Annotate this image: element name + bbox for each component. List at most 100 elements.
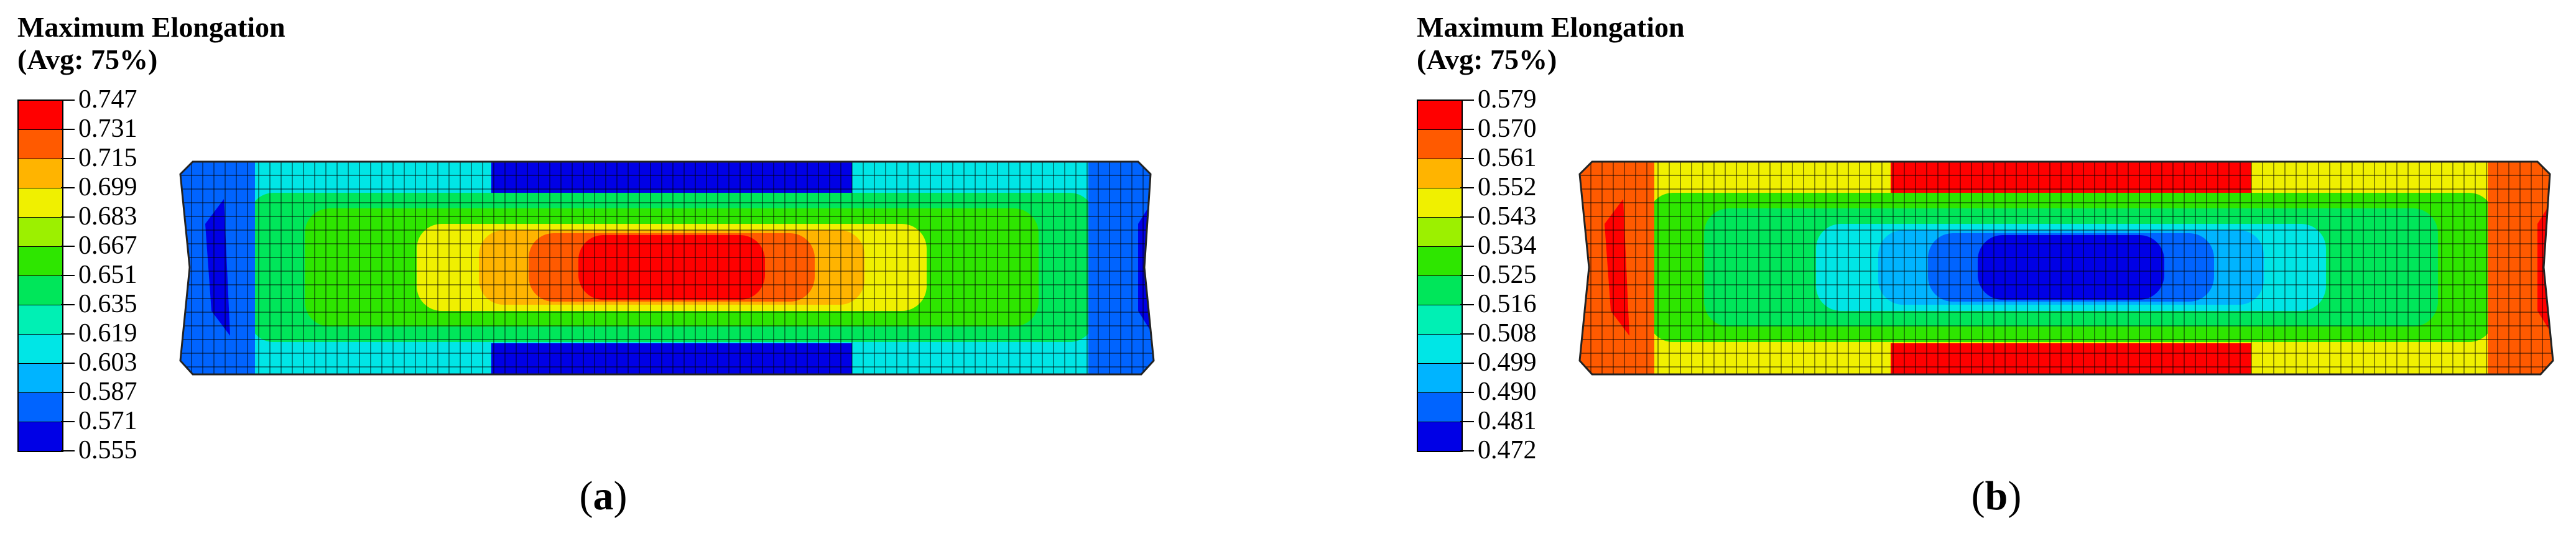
legend-color-swatch	[19, 364, 62, 393]
legend-tick-label: 0.619	[78, 319, 137, 348]
contour-strip-top	[1891, 162, 2251, 193]
caption-b: (b)	[1934, 473, 2059, 520]
legend-color-swatch	[19, 130, 62, 159]
caption-open: (	[579, 473, 593, 519]
panel-a: Maximum Elongation (Avg: 75%) 0.747 0.731…	[17, 11, 1155, 520]
legend-color-swatch	[1418, 101, 1462, 130]
contour-band	[578, 235, 765, 300]
legend-tick-label: 0.651	[78, 261, 137, 289]
contour-end-notch	[1605, 199, 1629, 336]
legend-tick-label: 0.570	[1478, 114, 1537, 143]
legend-color-swatch	[19, 188, 62, 218]
color-legend-bar	[17, 99, 63, 452]
contour-strip-bottom	[491, 343, 852, 374]
legend-title-line1: Maximum Elongation	[17, 11, 285, 43]
legend-color-swatch	[19, 101, 62, 130]
legend-title: Maximum Elongation (Avg: 75%)	[17, 11, 285, 76]
legend-color-swatch	[1418, 364, 1462, 393]
legend-color-swatch	[1418, 393, 1462, 422]
legend-tick-label: 0.747	[78, 85, 137, 114]
legend-tick-label: 0.603	[78, 348, 137, 377]
legend-tick-mark	[61, 333, 75, 335]
legend-tick-mark	[61, 158, 75, 159]
legend-tick-mark	[61, 450, 75, 451]
legend-tick-mark	[61, 363, 75, 364]
legend-color-swatch	[19, 305, 62, 335]
contour-strip-top	[491, 162, 852, 193]
legend-tick-mark	[61, 275, 75, 276]
legend-tick-mark	[61, 99, 75, 101]
legend-color-swatch	[1418, 159, 1462, 188]
legend-tick-mark	[1460, 363, 1474, 364]
legend-tick-label: 0.579	[1478, 85, 1537, 114]
legend-tick-mark	[61, 246, 75, 247]
legend-color-swatch	[1418, 218, 1462, 247]
legend-tick-label: 0.525	[1478, 261, 1537, 289]
caption-open: (	[1971, 473, 1985, 519]
legend-tick-mark	[1460, 333, 1474, 335]
legend-title-line1: Maximum Elongation	[1417, 11, 1685, 43]
legend-tick-mark	[61, 392, 75, 393]
legend-tick-mark	[1460, 421, 1474, 422]
legend-tick-label: 0.555	[78, 436, 137, 465]
contour-strip-bottom	[1891, 343, 2251, 374]
legend-tick-label: 0.561	[1478, 144, 1537, 172]
legend-tick-label: 0.508	[1478, 319, 1537, 348]
legend-tick-mark	[61, 216, 75, 218]
legend-color-swatch	[1418, 422, 1462, 451]
caption-close: )	[2008, 473, 2022, 519]
legend-title-line2: (Avg: 75%)	[17, 44, 158, 75]
legend-color-swatch	[19, 422, 62, 451]
legend-color-swatch	[19, 159, 62, 188]
legend-tick-label: 0.731	[78, 114, 137, 143]
legend-tick-label: 0.516	[1478, 290, 1537, 318]
legend-color-swatch	[19, 276, 62, 305]
legend-tick-mark	[1460, 450, 1474, 451]
legend-tick-mark	[1460, 275, 1474, 276]
legend-tick-label: 0.472	[1478, 436, 1537, 465]
legend-tick-mark	[1460, 129, 1474, 130]
legend-tick-label: 0.667	[78, 231, 137, 260]
legend-tick-label: 0.635	[78, 290, 137, 318]
legend-tick-label: 0.499	[1478, 348, 1537, 377]
legend-title-line2: (Avg: 75%)	[1417, 44, 1557, 75]
legend-color-swatch	[1418, 188, 1462, 218]
legend-tick-mark	[61, 129, 75, 130]
legend-color-swatch	[19, 393, 62, 422]
contour-end-notch	[205, 199, 230, 336]
legend-tick-mark	[1460, 158, 1474, 159]
legend-tick-mark	[1460, 304, 1474, 305]
legend-color-swatch	[1418, 276, 1462, 305]
legend-tick-mark	[1460, 246, 1474, 247]
panel-b: Maximum Elongation (Avg: 75%) 0.579 0.570…	[1399, 0, 2576, 546]
caption-a: (a)	[541, 473, 665, 520]
legend-tick-mark	[1460, 216, 1474, 218]
legend-tick-label: 0.587	[78, 377, 137, 406]
legend-tick-label: 0.481	[1478, 407, 1537, 435]
contour-band	[1978, 235, 2164, 300]
legend-tick-mark	[1460, 99, 1474, 101]
beam-outline	[179, 160, 1155, 376]
fem-contour-plot	[1578, 160, 2554, 376]
legend-title: Maximum Elongation (Avg: 75%)	[1417, 11, 1685, 76]
caption-letter: b	[1985, 473, 2008, 519]
legend-tick-label: 0.683	[78, 202, 137, 231]
legend-color-swatch	[1418, 247, 1462, 276]
legend-color-swatch	[19, 247, 62, 276]
legend-tick-label: 0.552	[1478, 173, 1537, 201]
legend-tick-mark	[1460, 187, 1474, 188]
legend-tick-mark	[61, 421, 75, 422]
legend-tick-label: 0.543	[1478, 202, 1537, 231]
legend-color-swatch	[1418, 335, 1462, 364]
color-legend-bar	[1417, 99, 1463, 452]
fem-contour-plot	[179, 160, 1155, 376]
legend-tick-label: 0.699	[78, 173, 137, 201]
legend-tick-mark	[1460, 392, 1474, 393]
legend-tick-mark	[61, 304, 75, 305]
legend-tick-label: 0.571	[78, 407, 137, 435]
legend-tick-label: 0.715	[78, 144, 137, 172]
legend-color-swatch	[19, 335, 62, 364]
legend-color-swatch	[1418, 130, 1462, 159]
legend-tick-mark	[61, 187, 75, 188]
caption-letter: a	[593, 473, 614, 519]
